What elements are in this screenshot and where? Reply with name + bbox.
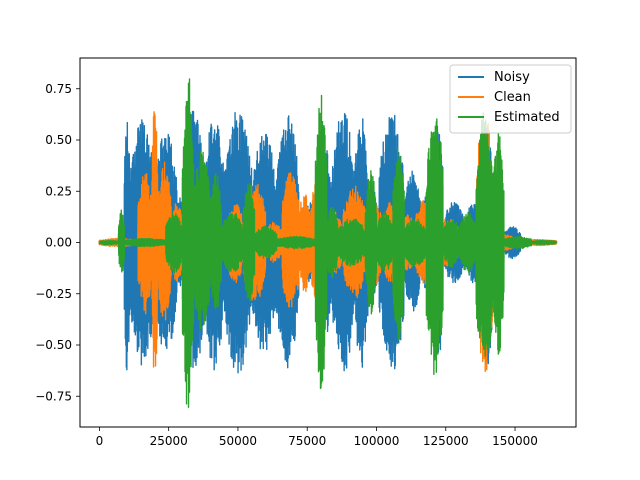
- y-tick-label: 0.00: [45, 236, 72, 250]
- x-tick-label: 75000: [288, 434, 326, 448]
- y-tick-label: −0.25: [35, 287, 72, 301]
- series-layer: [98, 78, 558, 408]
- legend: Noisy Clean Estimated: [449, 64, 572, 134]
- y-tick-label: 0.75: [45, 82, 72, 96]
- x-tick-label: 125000: [423, 434, 469, 448]
- x-tick-label: 150000: [492, 434, 538, 448]
- x-tick-label: 100000: [354, 434, 400, 448]
- legend-label-clean: Clean: [494, 90, 531, 105]
- x-tick-label: 50000: [219, 434, 257, 448]
- legend-label-noisy: Noisy: [494, 70, 530, 85]
- y-tick-label: −0.50: [35, 338, 72, 352]
- y-tick-label: 0.25: [45, 184, 72, 198]
- x-tick-label: 0: [96, 434, 104, 448]
- x-axis: 0 25000 50000 75000 100000 125000 150000: [96, 427, 538, 448]
- x-tick-label: 25000: [150, 434, 188, 448]
- y-tick-label: 0.50: [45, 133, 72, 147]
- legend-label-estimated: Estimated: [494, 110, 560, 125]
- y-tick-label: −0.75: [35, 389, 72, 403]
- y-axis: −0.75 −0.50 −0.25 0.00 0.25 0.50 0.75: [35, 82, 80, 403]
- series-line-estimated: [98, 78, 557, 408]
